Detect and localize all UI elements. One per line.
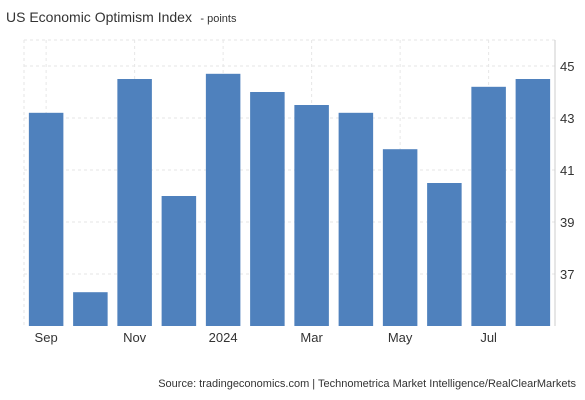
source-note: Source: tradingeconomics.com | Technomet…	[158, 378, 576, 390]
y-tick-label: 45	[560, 59, 574, 74]
bar	[515, 79, 551, 326]
x-tick-label: Sep	[35, 330, 58, 345]
bar	[250, 92, 285, 326]
bar	[28, 112, 64, 326]
bar	[427, 183, 462, 326]
x-tick-label: 2024	[209, 330, 238, 345]
bar	[117, 79, 152, 326]
bar	[161, 196, 197, 326]
grid-layer	[23, 39, 555, 326]
x-tick-label: May	[388, 330, 413, 345]
bar	[338, 112, 374, 326]
x-tick-layer: Sep Nov 2024 Mar May Jul	[35, 330, 497, 345]
y-tick-label: 39	[560, 215, 574, 230]
bar	[294, 105, 329, 326]
chart-unit: - points	[200, 13, 237, 25]
bar	[205, 73, 241, 326]
y-tick-layer: 37 39 41 43 45	[560, 59, 574, 282]
bar	[382, 149, 418, 326]
y-tick-label: 41	[560, 163, 574, 178]
y-tick-label: 37	[560, 267, 574, 282]
x-tick-label: Nov	[123, 330, 147, 345]
bar-layer	[28, 73, 551, 326]
x-tick-label: Jul	[480, 330, 497, 345]
bar	[73, 292, 108, 326]
x-tick-label: Mar	[300, 330, 323, 345]
chart-title: US Economic Optimism Index	[6, 9, 192, 25]
chart-title-row: US Economic Optimism Index - points	[6, 9, 236, 27]
y-tick-label: 43	[560, 111, 574, 126]
bar	[471, 86, 506, 326]
